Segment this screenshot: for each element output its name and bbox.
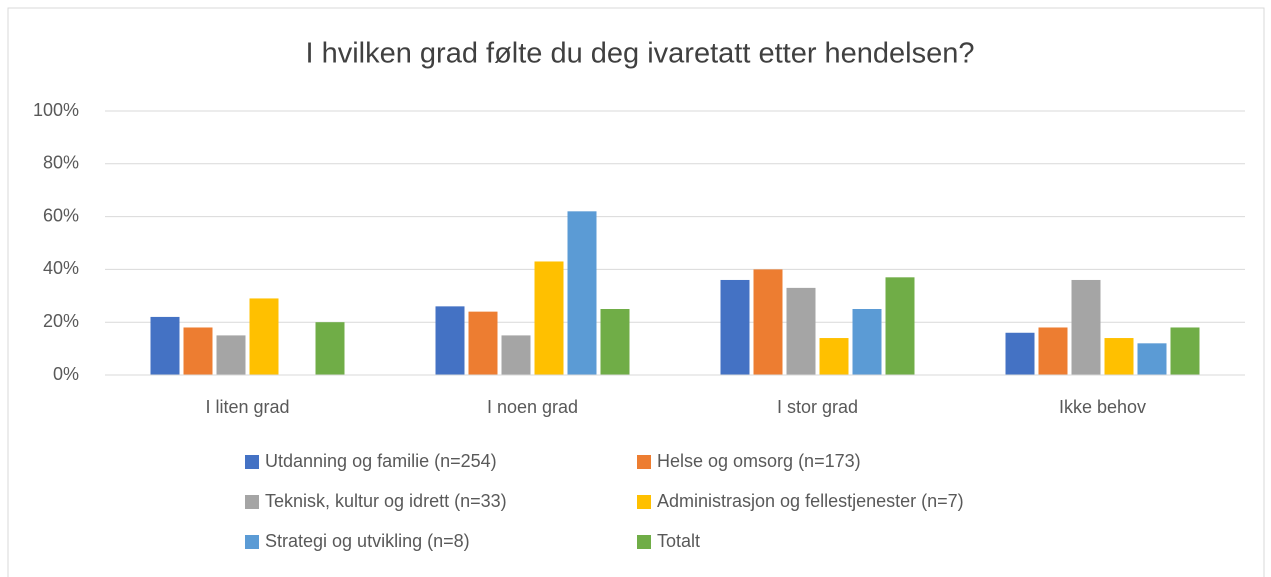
bar bbox=[501, 335, 531, 375]
bar bbox=[600, 309, 630, 375]
bar bbox=[567, 211, 597, 375]
legend-label: Totalt bbox=[657, 531, 700, 551]
bar bbox=[1137, 343, 1167, 375]
legend-swatch bbox=[245, 535, 259, 549]
bar bbox=[1038, 327, 1068, 375]
x-tick-label: I liten grad bbox=[205, 397, 289, 417]
y-tick-label: 80% bbox=[43, 153, 79, 173]
bar bbox=[216, 335, 246, 375]
bar bbox=[183, 327, 213, 375]
chart-title: I hvilken grad følte du deg ivaretatt et… bbox=[305, 38, 974, 70]
bar bbox=[1071, 279, 1101, 375]
legend-swatch bbox=[245, 495, 259, 509]
bar bbox=[150, 316, 180, 375]
bar bbox=[435, 306, 465, 375]
bar bbox=[534, 261, 564, 375]
legend-swatch bbox=[637, 455, 651, 469]
x-tick-label: I noen grad bbox=[487, 397, 578, 417]
chart-border bbox=[7, 7, 1265, 577]
legend-label: Helse og omsorg (n=173) bbox=[657, 451, 861, 471]
y-tick-label: 60% bbox=[43, 205, 79, 225]
bar bbox=[1170, 327, 1200, 375]
bar bbox=[1104, 338, 1134, 375]
bar bbox=[249, 298, 279, 375]
legend-label: Administrasjon og fellestjenester (n=7) bbox=[657, 491, 964, 511]
x-tick-label: Ikke behov bbox=[1059, 397, 1146, 417]
bar bbox=[819, 338, 849, 375]
y-tick-label: 0% bbox=[53, 364, 79, 384]
bar bbox=[1005, 332, 1035, 375]
y-tick-label: 40% bbox=[43, 258, 79, 278]
legend-label: Strategi og utvikling (n=8) bbox=[265, 531, 470, 551]
bar bbox=[786, 287, 816, 375]
bar bbox=[468, 311, 498, 375]
legend-swatch bbox=[637, 495, 651, 509]
legend-swatch bbox=[245, 455, 259, 469]
bar bbox=[885, 277, 915, 375]
bar bbox=[315, 322, 345, 375]
y-tick-label: 100% bbox=[33, 100, 79, 120]
x-tick-label: I stor grad bbox=[777, 397, 858, 417]
bar bbox=[852, 309, 882, 375]
bar bbox=[720, 279, 750, 375]
bar bbox=[753, 269, 783, 375]
legend-swatch bbox=[637, 535, 651, 549]
legend-label: Teknisk, kultur og idrett (n=33) bbox=[265, 491, 507, 511]
y-tick-label: 20% bbox=[43, 311, 79, 331]
legend-label: Utdanning og familie (n=254) bbox=[265, 451, 497, 471]
